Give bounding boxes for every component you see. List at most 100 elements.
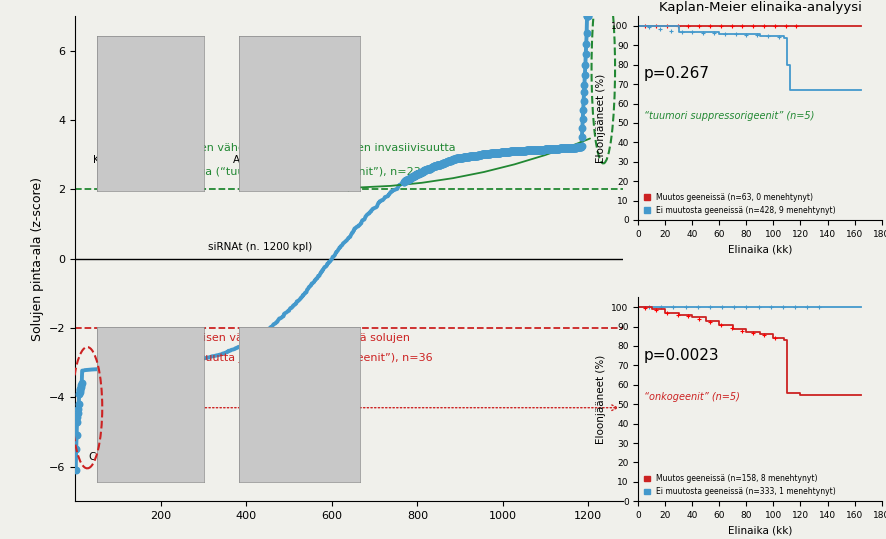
Point: [425, 163, 439, 171]
Point: [578, 71, 592, 79]
Point: [408, 171, 422, 180]
Point: [552, 144, 566, 153]
Point: [439, 158, 453, 167]
Point: [517, 147, 532, 155]
Point: [503, 147, 517, 156]
Point: [557, 144, 571, 153]
Point: [533, 146, 548, 154]
Point: [450, 154, 464, 163]
X-axis label: Elinaika (kk): Elinaika (kk): [727, 244, 792, 254]
Point: [524, 146, 538, 155]
Point: [469, 151, 483, 160]
Point: [563, 143, 578, 152]
Point: [512, 147, 526, 155]
Point: [489, 149, 503, 157]
Point: [419, 165, 433, 174]
Point: [447, 155, 462, 163]
Point: [68, 466, 82, 474]
Point: [491, 148, 505, 157]
Point: [573, 143, 587, 151]
Point: [509, 147, 524, 155]
Point: [486, 149, 501, 157]
Point: [443, 156, 457, 165]
Point: [541, 145, 556, 154]
Point: [506, 147, 520, 156]
Point: [424, 163, 439, 172]
Point: [422, 164, 436, 173]
Point: [74, 379, 89, 388]
Point: [453, 154, 467, 162]
Point: [476, 150, 490, 158]
Point: [406, 172, 420, 181]
Point: [540, 145, 554, 154]
Point: [410, 170, 424, 178]
Point: [416, 167, 431, 175]
Point: [397, 177, 411, 186]
Point: [581, 12, 595, 20]
Point: [399, 176, 413, 184]
Text: Ilmenemisen vähentäminen lisää solujen invasiivisuutta: Ilmenemisen vähentäminen lisää solujen i…: [142, 143, 455, 153]
Point: [532, 146, 547, 154]
Point: [473, 150, 487, 159]
Point: [571, 143, 585, 151]
Point: [574, 141, 588, 150]
Point: [565, 143, 579, 152]
Point: [543, 145, 557, 154]
Point: [462, 153, 476, 161]
Point: [499, 148, 513, 156]
Point: [482, 149, 496, 158]
Point: [544, 145, 558, 154]
Point: [509, 147, 523, 155]
Point: [559, 144, 573, 153]
Point: [508, 147, 522, 156]
Title: Kaplan-Meier elinaika-analyysi: Kaplan-Meier elinaika-analyysi: [658, 1, 861, 13]
Point: [450, 154, 464, 163]
Point: [528, 146, 542, 155]
Point: [404, 174, 418, 182]
Point: [558, 144, 572, 153]
Point: [469, 151, 483, 160]
Point: [518, 146, 532, 155]
Point: [71, 404, 85, 413]
Point: [471, 151, 486, 160]
Point: [409, 170, 424, 179]
Point: [443, 156, 457, 165]
Point: [548, 144, 563, 153]
Point: [73, 388, 87, 396]
Point: [420, 165, 434, 174]
Point: [400, 175, 414, 184]
Point: [427, 162, 441, 170]
Point: [472, 150, 486, 159]
Point: [419, 165, 433, 174]
Point: [520, 146, 534, 155]
Point: [408, 171, 423, 179]
Point: [545, 144, 559, 153]
Point: [480, 149, 494, 158]
Point: [418, 165, 432, 174]
Point: [546, 144, 560, 153]
Point: [519, 146, 533, 155]
Point: [423, 164, 437, 173]
Point: [486, 149, 500, 157]
Point: [447, 155, 461, 164]
Point: [456, 153, 470, 162]
Point: [496, 148, 510, 157]
Point: [451, 154, 465, 163]
Point: [482, 149, 496, 158]
Point: [399, 176, 413, 185]
Point: [571, 143, 586, 151]
Point: [486, 149, 500, 157]
Point: [416, 167, 431, 175]
Point: [518, 147, 532, 155]
Point: [417, 166, 431, 175]
Point: [558, 144, 572, 153]
Point: [436, 159, 450, 168]
Point: [510, 147, 525, 155]
Point: [454, 154, 468, 162]
Point: [435, 159, 449, 168]
Point: [525, 146, 539, 155]
Point: [551, 144, 565, 153]
Point: [534, 146, 548, 154]
Point: [556, 144, 571, 153]
Point: [565, 143, 579, 152]
